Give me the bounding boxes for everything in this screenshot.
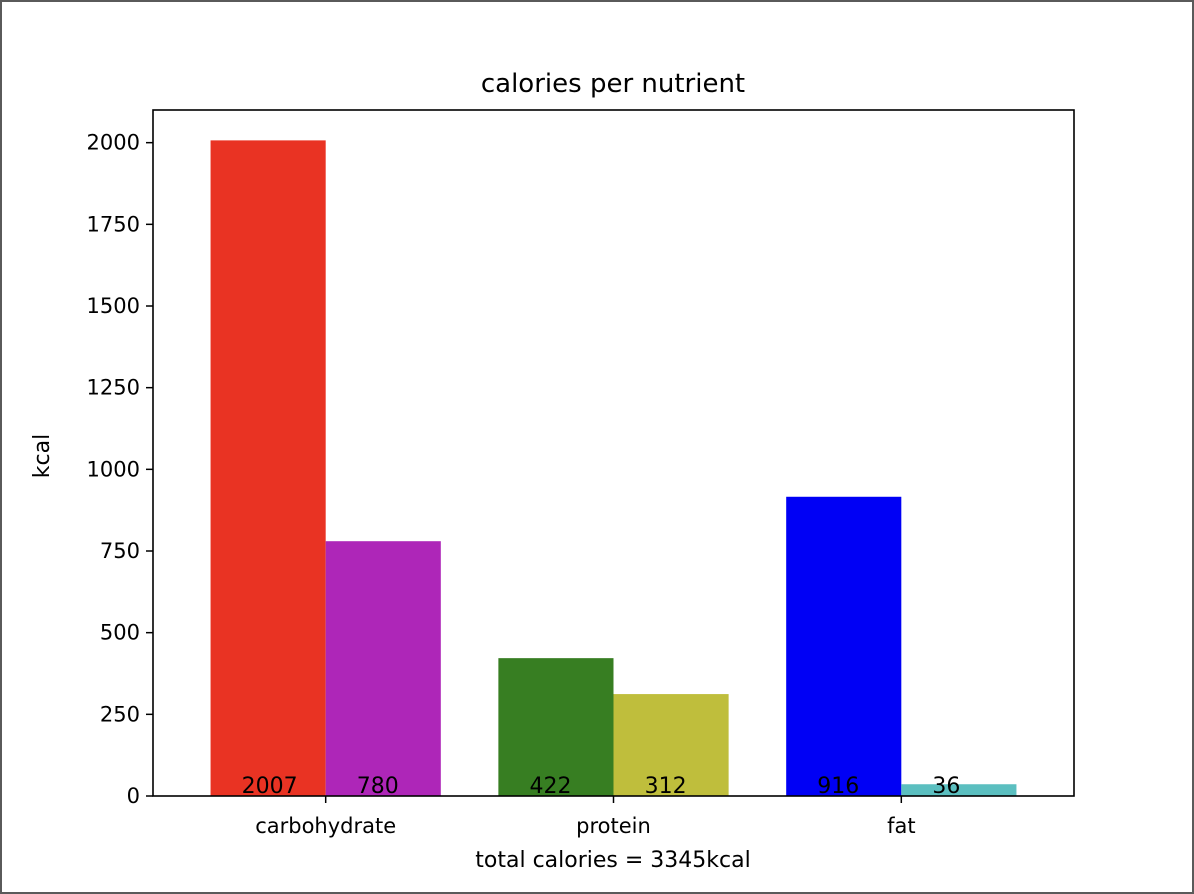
x-axis-label: total calories = 3345kcal: [475, 848, 750, 873]
chart-title: calories per nutrient: [481, 69, 745, 99]
bar-carbohydrate-1: [210, 140, 326, 796]
bar-protein-1: [498, 658, 614, 796]
y-tick-label: 1000: [87, 457, 140, 481]
y-tick-label: 250: [100, 702, 140, 726]
bar-value-label: 36: [932, 774, 960, 799]
y-tick-label: 2000: [87, 131, 140, 155]
x-tick-label: protein: [576, 814, 651, 838]
bar-value-label: 780: [357, 774, 399, 799]
x-tick-label: carbohydrate: [255, 814, 396, 838]
bar-value-label: 312: [645, 774, 687, 799]
bar-value-label: 422: [529, 774, 571, 799]
bar-value-label: 2007: [242, 774, 298, 799]
plot-area: 2007 780 422 312 916 36 0 250 500 750 1000 1250 1500…: [87, 109, 1075, 838]
bar-fat-2: [901, 784, 1017, 796]
bar-carbohydrate-2: [325, 541, 441, 796]
y-tick-label: 0: [127, 784, 140, 808]
bar-value-label: 916: [817, 774, 859, 799]
y-axis-label: kcal: [30, 434, 55, 478]
bar-protein-2: [613, 694, 729, 796]
y-tick-label: 1500: [87, 294, 140, 318]
y-tick-label: 750: [100, 539, 140, 563]
x-tick-label: fat: [887, 814, 916, 838]
y-tick-label: 500: [100, 621, 140, 645]
y-tick-label: 1750: [87, 212, 140, 236]
y-tick-label: 1250: [87, 376, 140, 400]
bar-fat-1: [786, 496, 902, 796]
